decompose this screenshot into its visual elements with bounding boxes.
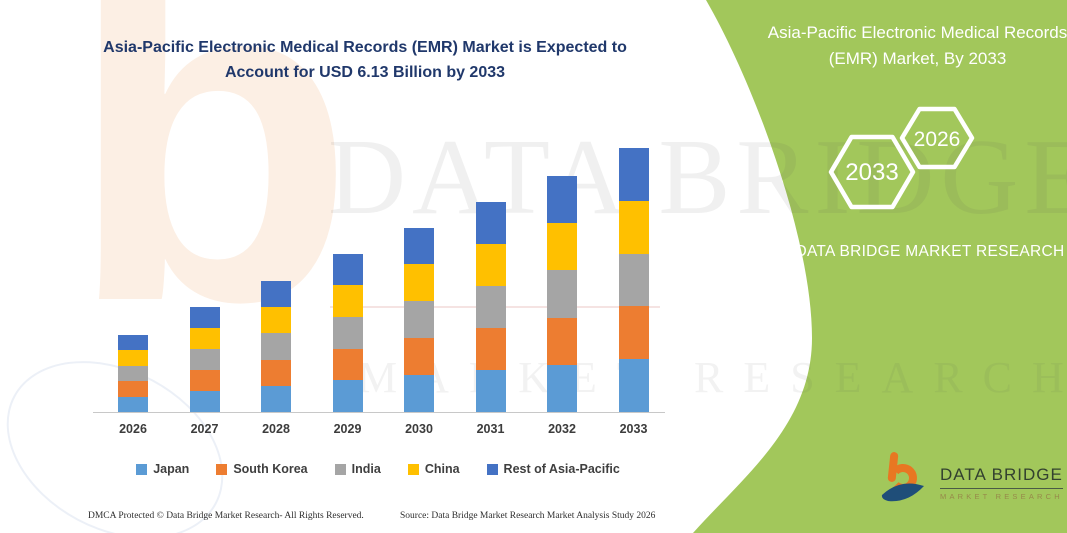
bar-segment-south-korea [404, 338, 434, 376]
bar-segment-china [189, 328, 220, 349]
bar-segment-japan [404, 375, 434, 412]
bar-segment-japan [118, 396, 148, 412]
bar-2033 [618, 148, 649, 412]
bar-segment-india [547, 270, 577, 318]
chart-title: Asia-Pacific Electronic Medical Records … [103, 39, 627, 81]
bar-segment-south-korea [332, 348, 363, 381]
x-axis-labels: 2026 2027 2028 2029 2030 2031 2032 2033 [88, 422, 668, 440]
bar-segment-china [332, 285, 363, 317]
bar-segment-south-korea [618, 306, 649, 360]
x-axis-label-2026: 2026 [119, 422, 147, 436]
bar-chart [88, 100, 668, 413]
x-axis-label-2033: 2033 [619, 422, 648, 436]
chart-legend: Japan South Korea India China Rest of Asia-P… [88, 462, 668, 476]
bar-segment-japan [332, 380, 363, 412]
legend-swatch [136, 463, 148, 475]
bar-segment-china [261, 307, 291, 334]
bar-segment-south-korea [189, 370, 220, 391]
hexagon-2026-label: 2026 [914, 128, 961, 151]
legend-label: Rest of Asia-Pacific [503, 462, 620, 476]
bar-segment-japan [547, 364, 577, 412]
bar-segment-japan [618, 359, 649, 412]
bar-2030 [404, 227, 434, 412]
legend-label: Japan [153, 462, 190, 476]
brand-name-text: DATA BRIDGE MARKET RESEARCH [795, 243, 1065, 260]
legend-swatch [216, 463, 228, 475]
bar-segment-south-korea [261, 359, 291, 386]
bar-segment-china [118, 350, 148, 366]
bar-segment-japan [261, 385, 291, 412]
x-axis-label-2028: 2028 [262, 422, 290, 436]
legend-item-japan: Japan [136, 462, 189, 476]
bar-segment-rest-of-asia-pacific [332, 253, 363, 286]
logo-name-text: DATA BRIDGE [940, 465, 1063, 489]
hexagon-2033 [828, 134, 916, 210]
x-axis-label-2032: 2032 [548, 422, 576, 436]
year-hexagons: 2033 2026 [828, 106, 975, 210]
legend-item-rest-of-asia-pacific: Rest of Asia-Pacific [486, 462, 620, 476]
x-axis-line [93, 412, 665, 413]
legend-swatch [486, 463, 498, 475]
bar-segment-rest-of-asia-pacific [547, 176, 577, 224]
hexagon-2033-label: 2033 [845, 159, 898, 186]
legend-label: China [424, 462, 460, 476]
bar-2032 [547, 176, 577, 412]
dmca-copyright-text: DMCA Protected © Data Bridge Market Rese… [88, 511, 364, 521]
bar-segment-india [118, 365, 148, 382]
bar-segment-china [547, 223, 577, 271]
bar-segment-south-korea [118, 381, 148, 397]
legend-item-south-korea: South Korea [216, 462, 308, 476]
bar-segment-india [261, 333, 291, 360]
bar-segment-japan [189, 391, 220, 412]
legend-label: India [351, 462, 381, 476]
bar-2028 [261, 281, 291, 412]
bar-segment-china [475, 244, 506, 286]
bar-segment-rest-of-asia-pacific [261, 281, 291, 308]
legend-item-china: China [407, 462, 460, 476]
bar-2029 [332, 253, 363, 412]
bar-segment-rest-of-asia-pacific [404, 227, 434, 265]
x-axis-label-2031: 2031 [476, 422, 505, 436]
bar-2026 [118, 335, 148, 412]
logo-subtext: MARKET RESEARCH [940, 492, 1063, 501]
bar-segment-rest-of-asia-pacific [118, 335, 148, 351]
bar-segment-india [332, 316, 363, 349]
green-swoosh-shape [693, 0, 1067, 533]
bar-segment-rest-of-asia-pacific [475, 202, 506, 244]
panel-title: Asia-Pacific Electronic Medical Records … [767, 23, 1067, 68]
bar-segment-china [618, 200, 649, 254]
x-axis-label-2030: 2030 [405, 422, 433, 436]
bar-segment-india [475, 286, 506, 328]
databridge-logo-icon [881, 452, 924, 502]
bar-2027 [189, 307, 220, 412]
bar-segment-china [404, 264, 434, 302]
bar-segment-india [404, 301, 434, 339]
legend-swatch [334, 463, 346, 475]
bar-segment-india [189, 349, 220, 370]
legend-swatch [407, 463, 419, 475]
bar-segment-japan [475, 370, 506, 412]
legend-item-india: India [334, 462, 381, 476]
bar-segment-rest-of-asia-pacific [618, 148, 649, 201]
x-axis-label-2029: 2029 [333, 422, 362, 436]
source-text: Source: Data Bridge Market Research Mark… [400, 511, 656, 521]
databridge-logo: DATA BRIDGE MARKET RESEARCH [878, 450, 1063, 506]
bar-segment-india [618, 253, 649, 307]
bar-segment-south-korea [475, 328, 506, 370]
bar-segment-rest-of-asia-pacific [189, 307, 220, 328]
x-axis-label-2027: 2027 [190, 422, 219, 436]
bar-segment-south-korea [547, 317, 577, 365]
legend-label: South Korea [233, 462, 308, 476]
hexagon-2026 [899, 106, 975, 170]
bar-2031 [475, 202, 506, 412]
